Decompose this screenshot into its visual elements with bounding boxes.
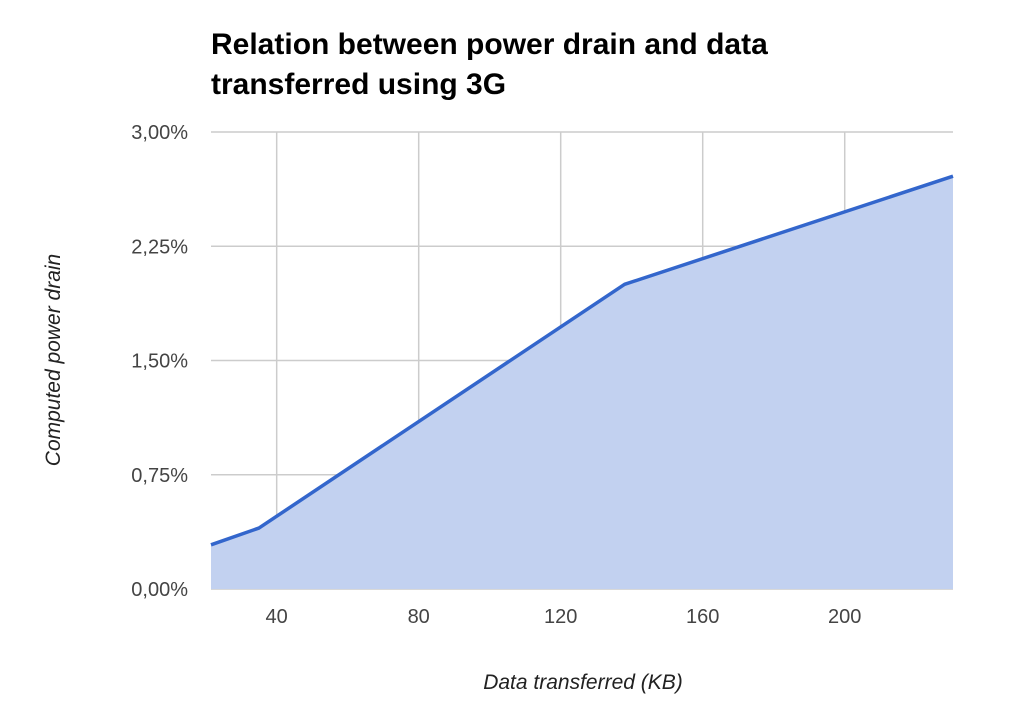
y-tick-label: 0,75% — [131, 465, 188, 487]
y-tick-label: 3,00% — [131, 122, 188, 144]
x-axis-title: Data transferred (KB) — [483, 671, 683, 694]
chart-title-line-2: transferred using 3G — [211, 68, 506, 101]
series-line — [210, 174, 954, 547]
plot-area — [210, 174, 954, 589]
x-tick-label: 160 — [686, 606, 719, 628]
y-tick-label: 0,00% — [131, 579, 188, 601]
x-tick-label: 80 — [408, 606, 430, 628]
y-tick-label: 2,25% — [131, 236, 188, 258]
chart-title-line-1: Relation between power drain and data — [211, 28, 768, 61]
area-fill — [211, 176, 953, 589]
x-tick-label: 40 — [266, 606, 288, 628]
x-tick-label: 200 — [828, 606, 861, 628]
y-axis-title: Computed power drain — [42, 254, 65, 466]
tick-labels: 0,00% 0,75% 1,50% 2,25% 3,00% 40 80 120 160 200 — [131, 122, 861, 628]
y-tick-label: 1,50% — [131, 351, 188, 373]
x-tick-label: 120 — [544, 606, 577, 628]
